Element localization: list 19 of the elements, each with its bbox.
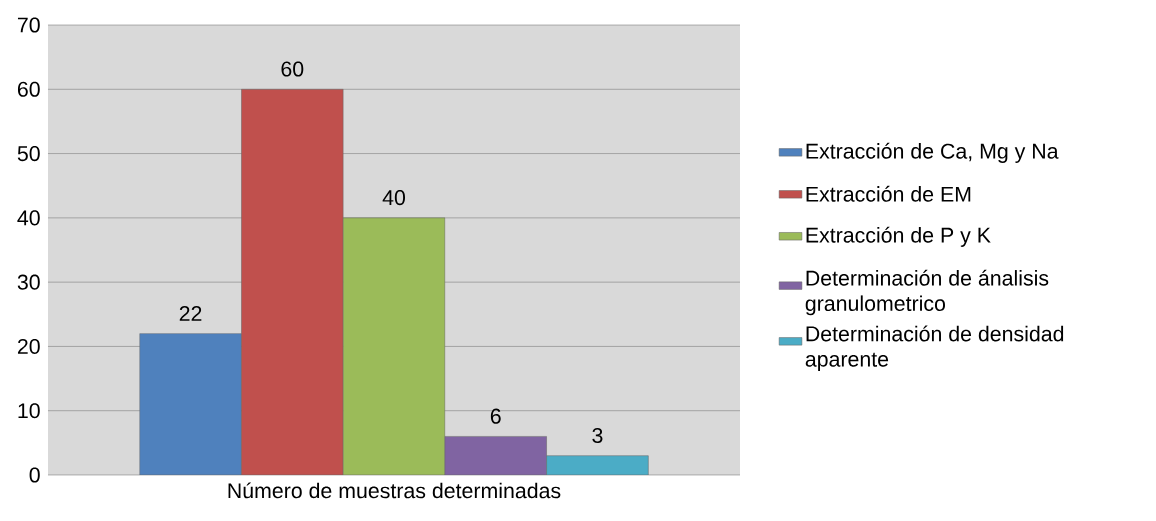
data-label: 60 — [281, 61, 304, 77]
y-tick-label: 70 — [17, 17, 40, 33]
y-tick-label: 20 — [17, 338, 40, 354]
legend-label: Determinación de ánalisis granulometrico — [805, 269, 1049, 316]
y-tick-label: 0 — [29, 467, 40, 483]
x-tick-label: Número de muestras determinadas — [228, 482, 561, 499]
legend-label: Extracción de P y K — [806, 226, 991, 247]
y-tick-label: 50 — [17, 146, 40, 162]
y-tick-label: 10 — [18, 403, 40, 419]
data-label: 3 — [592, 427, 603, 443]
y-tick-label: 60 — [17, 81, 40, 97]
y-tick-label: 30 — [17, 274, 40, 290]
data-label: 22 — [179, 305, 202, 321]
data-label: 6 — [490, 408, 501, 424]
legend-label: Determinación de densidad aparente — [805, 325, 1064, 371]
legend-label: Extracción de EM — [806, 185, 971, 202]
y-tick-label: 40 — [17, 210, 40, 226]
data-label: 40 — [382, 190, 406, 206]
legend-label: Extracción de Ca, Mg y Na — [806, 142, 1059, 163]
